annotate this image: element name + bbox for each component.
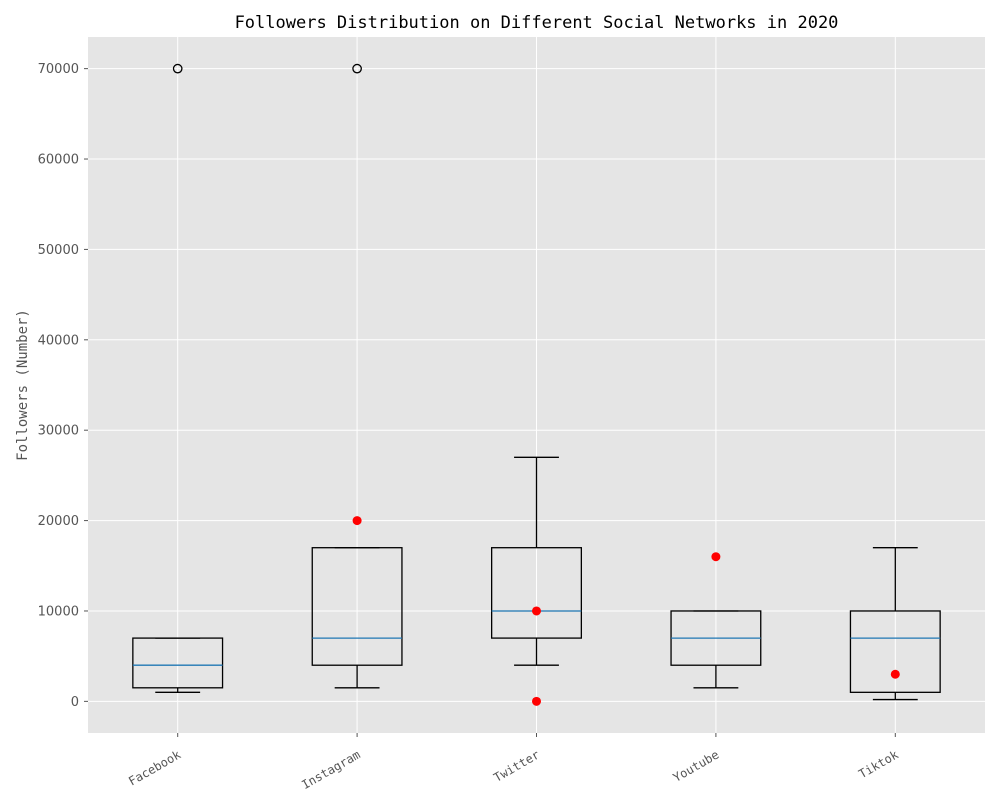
x-tick-label-tiktok: Tiktok: [856, 747, 901, 781]
outlier-facebook: [172, 63, 183, 74]
outlier-instagram: [352, 63, 362, 74]
x-tick-label-instagram: Instagram: [299, 747, 362, 792]
y-tick-label: 30000: [38, 424, 79, 439]
red-point-twitter: [532, 696, 541, 706]
y-tick-label: 10000: [38, 604, 79, 619]
red-point-twitter: [532, 606, 541, 616]
y-axis-label: Followers (Number): [15, 309, 31, 461]
y-tick-label: 20000: [38, 514, 79, 529]
x-tick-label-youtube: Youtube: [671, 747, 722, 784]
box-facebook: [132, 637, 224, 689]
boxes-layer: [132, 456, 941, 701]
data-points-layer: [172, 63, 900, 706]
x-tick-label-twitter: Twitter: [491, 747, 542, 784]
chart-title: Followers Distribution on Different Soci…: [235, 13, 839, 33]
y-tick-label: 50000: [38, 243, 79, 258]
box-tiktok: [849, 610, 941, 693]
y-tick-label: 70000: [38, 62, 79, 77]
y-tick-label: 0: [71, 695, 79, 710]
y-tick-label: 40000: [38, 333, 79, 348]
box-instagram: [311, 547, 403, 666]
red-point-instagram: [352, 516, 362, 526]
y-tick-label: 60000: [38, 153, 79, 168]
x-tick-label-facebook: Facebook: [126, 747, 184, 788]
red-point-youtube: [711, 552, 721, 562]
box-twitter: [490, 547, 582, 639]
red-point-tiktok: [890, 669, 900, 679]
